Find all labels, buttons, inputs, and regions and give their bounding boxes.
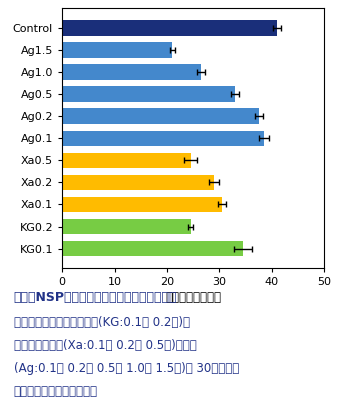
Bar (62, 241, 243, 256)
Text: コンニャクグルコマンナン(KG:0.1、 0.2％)、: コンニャクグルコマンナン(KG:0.1、 0.2％)、 (14, 316, 190, 329)
Bar (62, 175, 214, 190)
X-axis label: 澱粉分解率（％）: 澱粉分解率（％） (165, 291, 221, 304)
Bar (62, 86, 235, 102)
Text: (Ag:0.1、 0.2、 0.5、 1.0、 1.5％)を 30％の米澱: (Ag:0.1、 0.2、 0.5、 1.0、 1.5％)を 30％の米澱 (14, 362, 239, 375)
Bar (62, 109, 259, 124)
Bar (62, 219, 190, 234)
Bar (62, 65, 201, 80)
Bar (62, 131, 264, 146)
Bar (62, 197, 222, 212)
Bar (62, 20, 277, 36)
Text: キサンタンガム(Xa:0.1、 0.2、 0.5％)、宯天: キサンタンガム(Xa:0.1、 0.2、 0.5％)、宯天 (14, 339, 197, 352)
Text: 図１．NSPを添加した澱粉ゲルの澱粉分解率: 図１．NSPを添加した澱粉ゲルの澱粉分解率 (14, 291, 177, 304)
Bar (62, 153, 190, 168)
Text: 粉に添加したゲルを使用。: 粉に添加したゲルを使用。 (14, 385, 98, 398)
Bar (62, 42, 172, 58)
